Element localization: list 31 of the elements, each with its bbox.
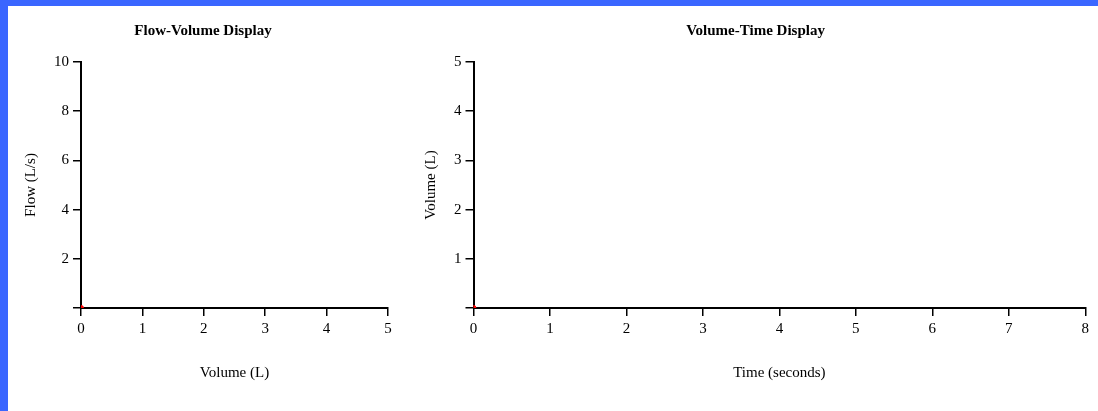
- x-tick-label: 5: [852, 319, 860, 336]
- chart-title: Volume-Time Display: [686, 21, 826, 38]
- y-tick-label: 10: [54, 52, 69, 69]
- x-tick-label: 1: [138, 319, 147, 336]
- x-tick-label: 5: [384, 319, 392, 336]
- y-tick-label: 4: [454, 102, 462, 119]
- x-tick-label: 8: [1081, 319, 1089, 336]
- y-tick-label: 3: [454, 151, 462, 168]
- x-axis-title: Time (seconds): [733, 363, 826, 381]
- y-tick-label: 1: [454, 249, 462, 266]
- x-tick-label: 4: [322, 319, 331, 336]
- x-tick-label: 1: [546, 319, 554, 336]
- x-tick-label: 3: [261, 319, 269, 336]
- x-tick-label: 2: [622, 319, 631, 336]
- y-tick-label: 2: [454, 200, 462, 217]
- y-axis-title: Volume (L): [421, 150, 439, 220]
- y-tick-label: 8: [61, 102, 69, 119]
- x-tick-label: 0: [77, 319, 85, 336]
- x-tick-label: 2: [200, 319, 208, 336]
- y-tick-label: 6: [61, 151, 70, 168]
- y-axis-title: Flow (L/s): [21, 153, 39, 217]
- y-tick-label: 2: [61, 249, 69, 266]
- x-tick-label: 6: [928, 319, 937, 336]
- x-tick-label: 7: [1005, 319, 1014, 336]
- y-tick-label: 4: [61, 200, 70, 217]
- x-tick-label: 4: [775, 319, 784, 336]
- x-axis-title: Volume (L): [199, 363, 270, 381]
- x-tick-label: 3: [699, 319, 707, 336]
- y-tick-label: 5: [454, 52, 462, 69]
- chart-title: Flow-Volume Display: [134, 21, 273, 38]
- x-tick-label: 0: [469, 319, 478, 336]
